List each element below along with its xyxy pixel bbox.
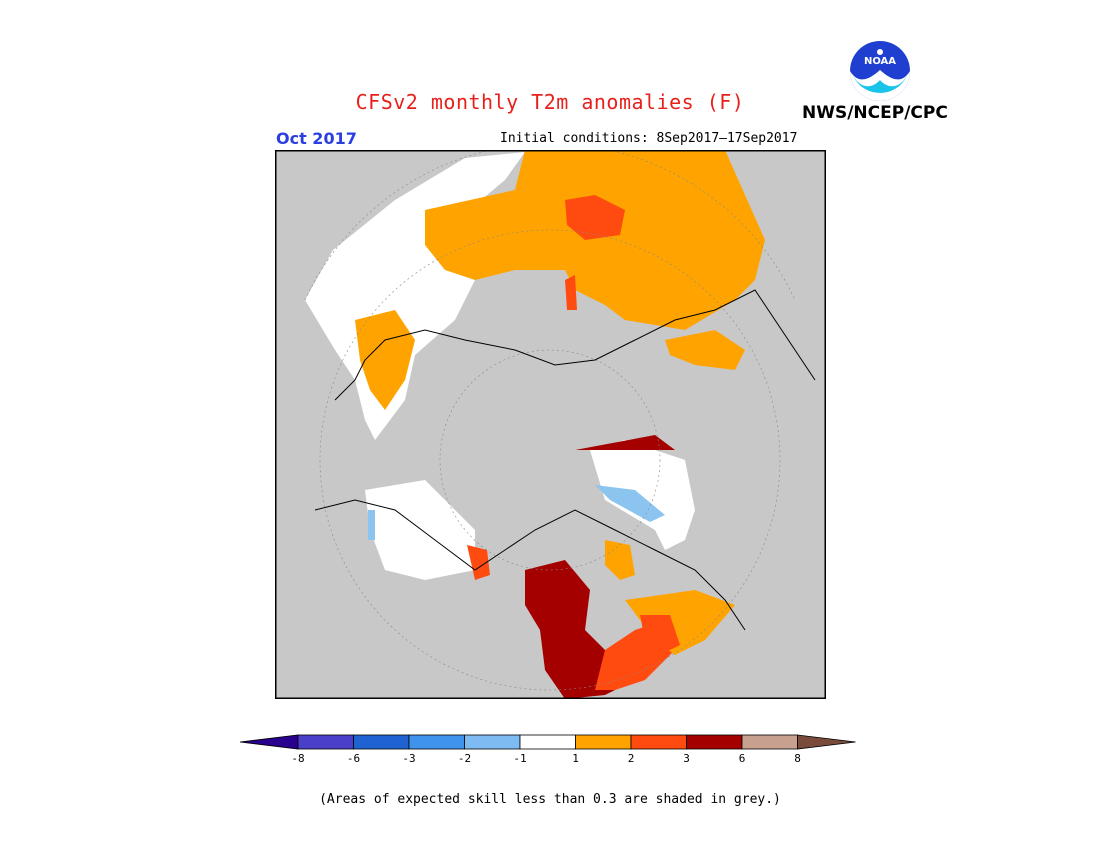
legend-tick-label: -6 [347,752,360,765]
region-orange-europe [355,310,415,410]
legend-box [408,734,465,750]
legend-box [519,734,576,750]
legend-tick-label: 3 [683,752,690,765]
legend-tick-label: -1 [513,752,526,765]
agency-label: NWS/NCEP/CPC [802,103,948,123]
color-legend: -8 -6 -3 -2 -1 1 2 3 6 8 [239,734,856,765]
region-orange-siberia [425,150,765,330]
legend-tick-label: -2 [458,752,471,765]
legend-arrow-low [239,734,299,750]
legend-box [297,734,354,750]
legend-arrow-high [797,734,856,750]
map-title: CFSv2 monthly T2m anomalies (F) [355,90,745,114]
legend-box [686,734,743,750]
legend-box [464,734,521,750]
region-red-small [565,275,577,310]
region-blue-alaska [368,510,375,540]
valid-month-label: Oct 2017 [276,129,357,148]
legend-tick-label: -8 [291,752,304,765]
region-red-alaska [467,545,490,580]
legend-box [630,734,687,750]
legend-tick-label: 6 [739,752,746,765]
legend-box [353,734,410,750]
legend-tick-label: 8 [794,752,801,765]
legend-tick-label: 1 [572,752,579,765]
legend-box [575,734,632,750]
region-darkred-arctic [575,435,675,450]
noaa-logo: NOAA [850,41,910,101]
legend-tick-label: -3 [402,752,415,765]
region-red-siberia [565,195,625,240]
logo-text: NOAA [864,56,896,67]
region-orange-kamchatka [665,330,745,370]
polar-map [275,150,826,699]
region-orange-baffin [605,540,635,580]
legend-box [741,734,798,750]
region-white-alaska [365,480,475,580]
region-blue-greenland [595,485,665,522]
legend-tick-label: 2 [628,752,635,765]
skill-footnote: (Areas of expected skill less than 0.3 a… [319,792,781,807]
initial-conditions-label: Initial conditions: 8Sep2017–17Sep2017 [500,131,798,146]
region-white-greenland [590,440,695,550]
region-orange-labrador [625,590,735,655]
region-red-labrador [640,615,680,655]
